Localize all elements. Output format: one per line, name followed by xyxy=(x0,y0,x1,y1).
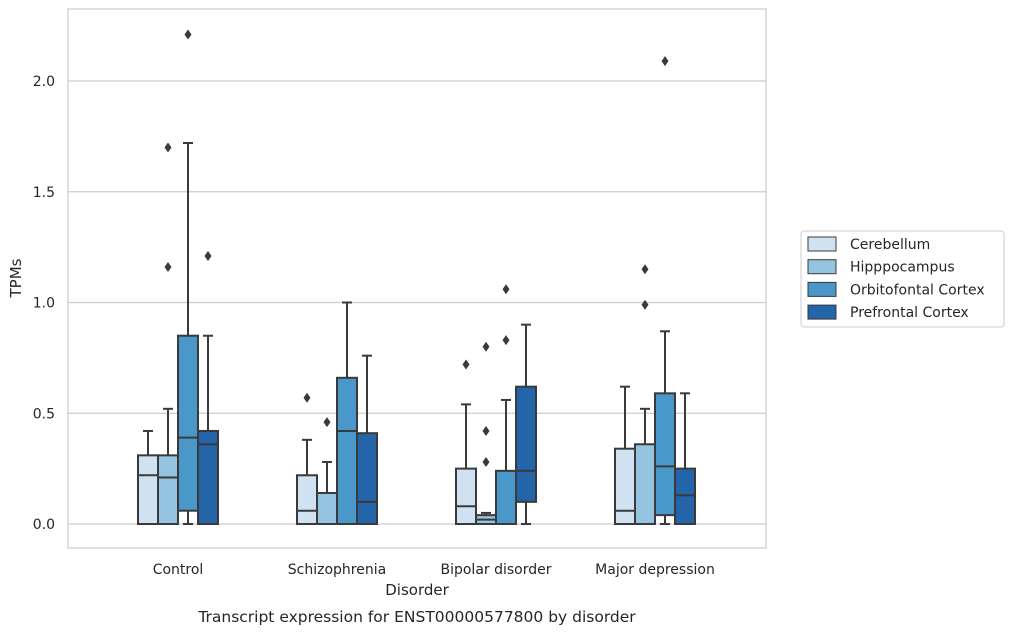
box-body xyxy=(495,469,517,525)
box-hipppocampus xyxy=(316,417,338,525)
outlier-point xyxy=(482,341,490,352)
box-cerebellum xyxy=(296,392,318,525)
plot-area-frame xyxy=(67,8,767,549)
outlier-point xyxy=(204,250,212,261)
outlier-point xyxy=(323,417,331,428)
box-body xyxy=(634,443,656,526)
box-body xyxy=(515,385,537,503)
box-orbitofontal-cortex xyxy=(177,29,199,525)
y-tick-label: 1.0 xyxy=(33,296,55,312)
box-body xyxy=(296,474,318,525)
y-axis-label: TPMs xyxy=(7,258,25,298)
legend-label: Prefrontal Cortex xyxy=(850,305,969,321)
x-tick-label: Bipolar disorder xyxy=(440,562,551,578)
box-body xyxy=(455,467,477,525)
outlier-point xyxy=(164,262,172,273)
box-body xyxy=(674,467,696,525)
box-orbitofontal-cortex xyxy=(654,56,676,525)
box-body xyxy=(157,454,179,525)
outlier-point xyxy=(641,264,649,275)
legend-swatch xyxy=(807,259,837,275)
legend: Cerebellum Hipppocampus Orbitofontal Corte… xyxy=(800,230,1005,328)
outlier-point xyxy=(303,392,311,403)
outlier-point xyxy=(462,359,470,370)
outlier-point xyxy=(661,56,669,67)
box-body xyxy=(197,429,219,525)
box-hipppocampus xyxy=(634,264,656,526)
y-tick-label: 0.0 xyxy=(33,517,55,533)
x-axis-ticks: Control Schizophrenia Bipolar disorder Majo… xyxy=(153,562,715,578)
outlier-point xyxy=(502,335,510,346)
box-orbitofontal-cortex xyxy=(495,284,517,525)
outlier-point xyxy=(482,456,490,467)
legend-label: Hipppocampus xyxy=(850,260,955,276)
legend-swatch xyxy=(807,281,837,297)
box-orbitofontal-cortex xyxy=(336,301,358,525)
outlier-point xyxy=(184,29,192,40)
x-tick-label: Control xyxy=(153,562,204,578)
box-cerebellum xyxy=(614,385,636,525)
outlier-point xyxy=(502,284,510,295)
box-prefrontal-cortex xyxy=(197,250,219,525)
legend-frame xyxy=(800,230,1005,328)
box-series xyxy=(137,29,696,526)
box-body xyxy=(356,432,378,525)
y-axis-ticks: 0.0 0.5 1.0 1.5 2.0 xyxy=(33,74,55,533)
box-body xyxy=(614,447,636,525)
y-tick-label: 1.5 xyxy=(33,185,55,201)
y-tick-label: 0.5 xyxy=(33,406,55,422)
box-prefrontal-cortex xyxy=(674,392,696,525)
legend-label: Orbitofontal Cortex xyxy=(850,282,985,298)
box-body xyxy=(137,454,159,525)
y-tick-label: 2.0 xyxy=(33,74,55,90)
outlier-point xyxy=(164,142,172,153)
box-body xyxy=(336,376,358,525)
x-tick-label: Major depression xyxy=(595,562,715,578)
legend-swatch xyxy=(807,304,837,320)
outlier-point xyxy=(641,299,649,310)
box-cerebellum xyxy=(137,429,159,525)
x-tick-label: Schizophrenia xyxy=(288,562,386,578)
box-hipppocampus xyxy=(475,341,497,526)
legend-swatch xyxy=(807,236,837,252)
chart-caption: Transcript expression for ENST0000057780… xyxy=(197,608,636,626)
box-body xyxy=(654,392,676,517)
box-body xyxy=(316,491,338,525)
box-body xyxy=(177,334,199,512)
box-prefrontal-cortex xyxy=(515,323,537,525)
box-hipppocampus xyxy=(157,142,179,525)
box-prefrontal-cortex xyxy=(356,354,378,525)
x-axis-label: Disorder xyxy=(385,581,449,599)
legend-label: Cerebellum xyxy=(850,237,930,253)
box-cerebellum xyxy=(455,359,477,525)
outlier-point xyxy=(482,425,490,436)
